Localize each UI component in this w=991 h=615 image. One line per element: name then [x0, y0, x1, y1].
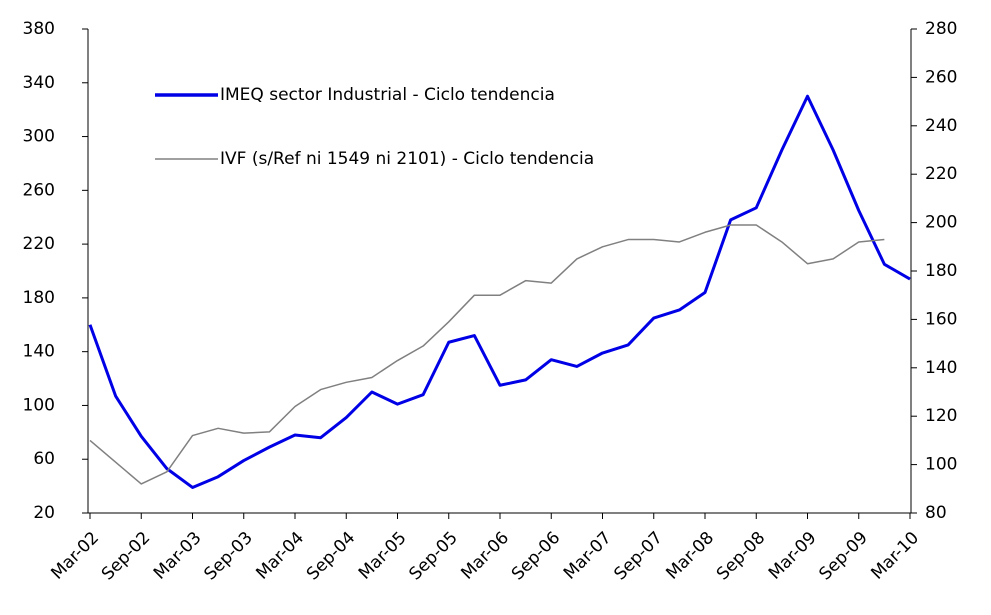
y2-tick-label: 100: [925, 455, 957, 475]
x-tick-label: Sep-04: [303, 528, 359, 584]
x-tick-label: Mar-05: [355, 528, 411, 584]
series-line: [88, 94, 911, 489]
x-tick-label: Sep-03: [200, 528, 256, 584]
y-tick-label: 220: [23, 234, 55, 254]
y2-tick-label: 260: [925, 67, 957, 87]
x-tick-label: Sep-02: [98, 528, 154, 584]
y-tick-label: 380: [23, 19, 55, 39]
y-tick-label: 180: [23, 288, 55, 308]
y-tick-label: 260: [23, 180, 55, 200]
legend-label: IVF (s/Ref ni 1549 ni 2101) - Ciclo tend…: [220, 149, 594, 169]
y-tick-label: 300: [23, 127, 55, 147]
y-tick-label: 20: [33, 503, 55, 523]
y-tick-label: 140: [23, 342, 55, 362]
y2-tick-label: 180: [925, 261, 957, 281]
y2-tick-label: 140: [925, 358, 957, 378]
x-tick-label: Sep-06: [508, 528, 564, 584]
y2-tick-label: 220: [925, 164, 957, 184]
y-tick-label: 340: [23, 73, 55, 93]
x-tick-label: Sep-08: [713, 528, 769, 584]
x-tick-label: Sep-07: [610, 528, 666, 584]
y2-tick-label: 200: [925, 213, 957, 233]
y2-tick-label: 240: [925, 116, 957, 136]
x-tick-label: Mar-07: [560, 528, 616, 584]
x-tick-label: Mar-06: [457, 528, 513, 584]
y2-tick-label: 80: [925, 503, 947, 523]
x-tick-label: Mar-04: [252, 528, 308, 584]
y-tick-label: 100: [23, 395, 55, 415]
x-tick-label: Mar-09: [765, 528, 821, 584]
x-tick-label: Mar-03: [150, 528, 206, 584]
x-tick-label: Mar-02: [47, 528, 103, 584]
y2-tick-label: 280: [925, 19, 957, 39]
x-tick-label: Sep-05: [405, 528, 461, 584]
y2-tick-label: 160: [925, 309, 957, 329]
series-line: [89, 224, 885, 485]
x-tick-label: Sep-09: [815, 528, 871, 584]
y2-tick-label: 120: [925, 406, 957, 426]
x-tick-label: Mar-08: [662, 528, 718, 584]
legend-label: IMEQ sector Industrial - Ciclo tendencia: [220, 85, 555, 105]
x-tick-label: Mar-10: [867, 528, 923, 584]
y-tick-label: 60: [33, 449, 55, 469]
